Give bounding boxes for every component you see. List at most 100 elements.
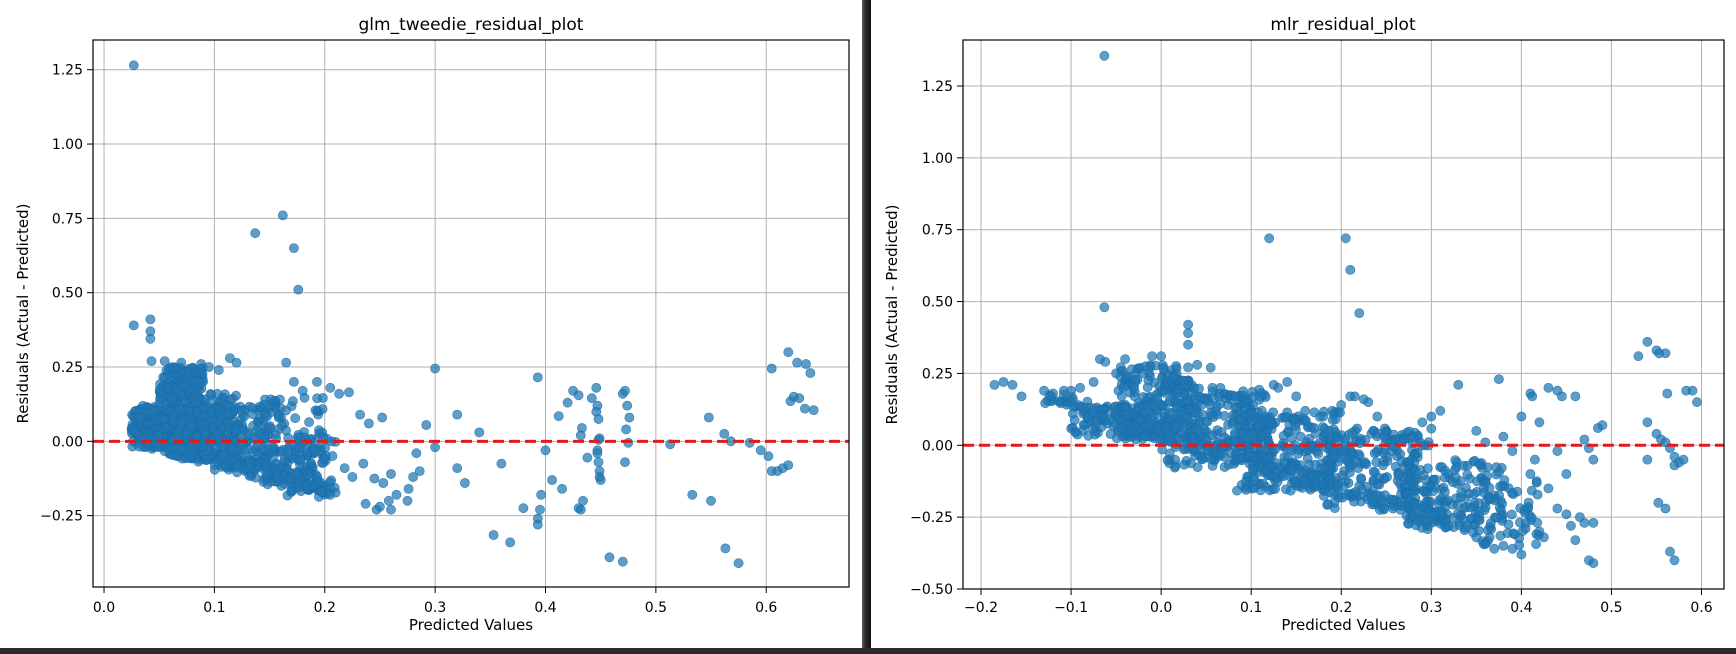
scatter-point (369, 473, 380, 484)
scatter-point (1566, 520, 1576, 531)
scatter-point (540, 445, 551, 456)
scatter-point (175, 389, 186, 400)
x-axis-label: Predicted Values (1281, 616, 1405, 634)
scatter-point (1371, 490, 1382, 500)
scatter-point (1665, 546, 1675, 557)
y-tick-label: 0.25 (922, 366, 953, 382)
scatter-point (1516, 411, 1527, 422)
scatter-point (334, 388, 344, 399)
scatter-point (290, 413, 301, 424)
scatter-point (621, 424, 631, 435)
scatter-point (347, 472, 358, 482)
scatter-point (1229, 428, 1240, 438)
scatter-point (145, 333, 156, 344)
scatter-point (153, 442, 164, 452)
scatter-point (1320, 463, 1330, 473)
x-axis: 0.0 0.1 0.2 0.3 0.4 0.5 0.6 Predicted Values (93, 587, 777, 634)
scatter-point (1494, 467, 1504, 478)
scatter-point (783, 347, 794, 357)
scatter-point (312, 393, 322, 404)
scatter-point (131, 427, 141, 438)
scatter-point (1217, 442, 1228, 452)
scatter-point (1482, 462, 1493, 473)
scatter-point (189, 397, 200, 408)
scatter-point (1579, 434, 1590, 445)
chart-title: mlr_residual_plot (1270, 15, 1416, 35)
bottom-bar (0, 648, 1736, 654)
scatter-point (1130, 422, 1141, 433)
scatter-point (592, 400, 603, 411)
y-tick-label: 0.00 (52, 434, 83, 450)
scatter-point (325, 382, 336, 393)
scatter-point (1328, 489, 1339, 499)
scatter-point (391, 489, 402, 500)
scatter-point (1199, 425, 1210, 435)
scatter-point (755, 445, 766, 456)
scatter-point (1205, 362, 1216, 373)
scatter-point (592, 448, 603, 459)
scatter-point (1332, 479, 1343, 490)
scatter-point (1252, 407, 1263, 418)
scatter-point (1453, 379, 1464, 390)
scatter-point (1228, 410, 1239, 421)
scatter-point (1171, 403, 1182, 414)
scatter-point (1660, 503, 1671, 514)
scatter-point (231, 425, 242, 436)
scatter-point (319, 453, 330, 464)
scatter-point (578, 495, 588, 506)
scatter-point (536, 489, 546, 500)
scatter-point (1597, 420, 1608, 431)
scatter-point (175, 405, 186, 416)
scatter-point (312, 376, 322, 387)
scatter-point (1498, 431, 1509, 442)
scatter-point (1350, 487, 1361, 497)
scatter-point (1182, 395, 1193, 406)
scatter-point (1099, 302, 1110, 313)
scatter-point (1495, 481, 1505, 492)
scatter-point (378, 478, 389, 488)
scatter-point (720, 543, 731, 554)
scatter-point (573, 390, 584, 401)
scatter-point (371, 504, 382, 515)
scatter-point (363, 418, 374, 429)
scatter-point (1521, 518, 1531, 528)
scatter-point (161, 398, 171, 409)
scatter-point (1147, 351, 1157, 362)
scatter-point (1070, 427, 1081, 438)
scatter-point (222, 419, 233, 430)
scatter-point (1280, 484, 1291, 495)
scatter-point (1440, 486, 1450, 497)
scatter-point (203, 362, 214, 372)
y-tick-label: 0.00 (922, 438, 953, 454)
y-tick-label: 0.25 (52, 360, 83, 376)
scatter-point (1164, 395, 1175, 406)
scatter-point (294, 443, 305, 453)
scatter-point (553, 411, 564, 421)
scatter-point (1534, 417, 1545, 428)
scatter-point (1642, 454, 1653, 465)
x-tick-label: −0.1 (1054, 600, 1088, 616)
scatter-point (386, 504, 396, 515)
scatter-point (1494, 374, 1504, 385)
scatter-point (1039, 385, 1049, 396)
x-tick-label: 0.3 (424, 600, 446, 616)
scatter-point (1334, 434, 1345, 445)
scatter-point (1369, 448, 1380, 459)
scatter-point (288, 376, 299, 387)
scatter-point (1203, 445, 1214, 456)
scatter-point (383, 495, 394, 506)
scatter-point (593, 457, 604, 467)
scatter-point (733, 558, 744, 569)
scatter-point (1516, 549, 1527, 560)
scatter-point (1484, 492, 1494, 503)
scatter-point (1169, 462, 1180, 473)
window-divider[interactable] (862, 0, 871, 654)
scatter-point (1089, 404, 1100, 415)
scatter-point (620, 457, 630, 467)
grid (963, 40, 1724, 590)
scatter-point (1642, 417, 1653, 428)
mlr-residual-panel: mlr_residual_plot −0.2 −0.1 0.0 0.1 0.2 0.3 0.4… (871, 0, 1736, 648)
scatter-point (808, 405, 819, 415)
scatter-point (1286, 465, 1297, 476)
scatter-point (1408, 431, 1419, 442)
